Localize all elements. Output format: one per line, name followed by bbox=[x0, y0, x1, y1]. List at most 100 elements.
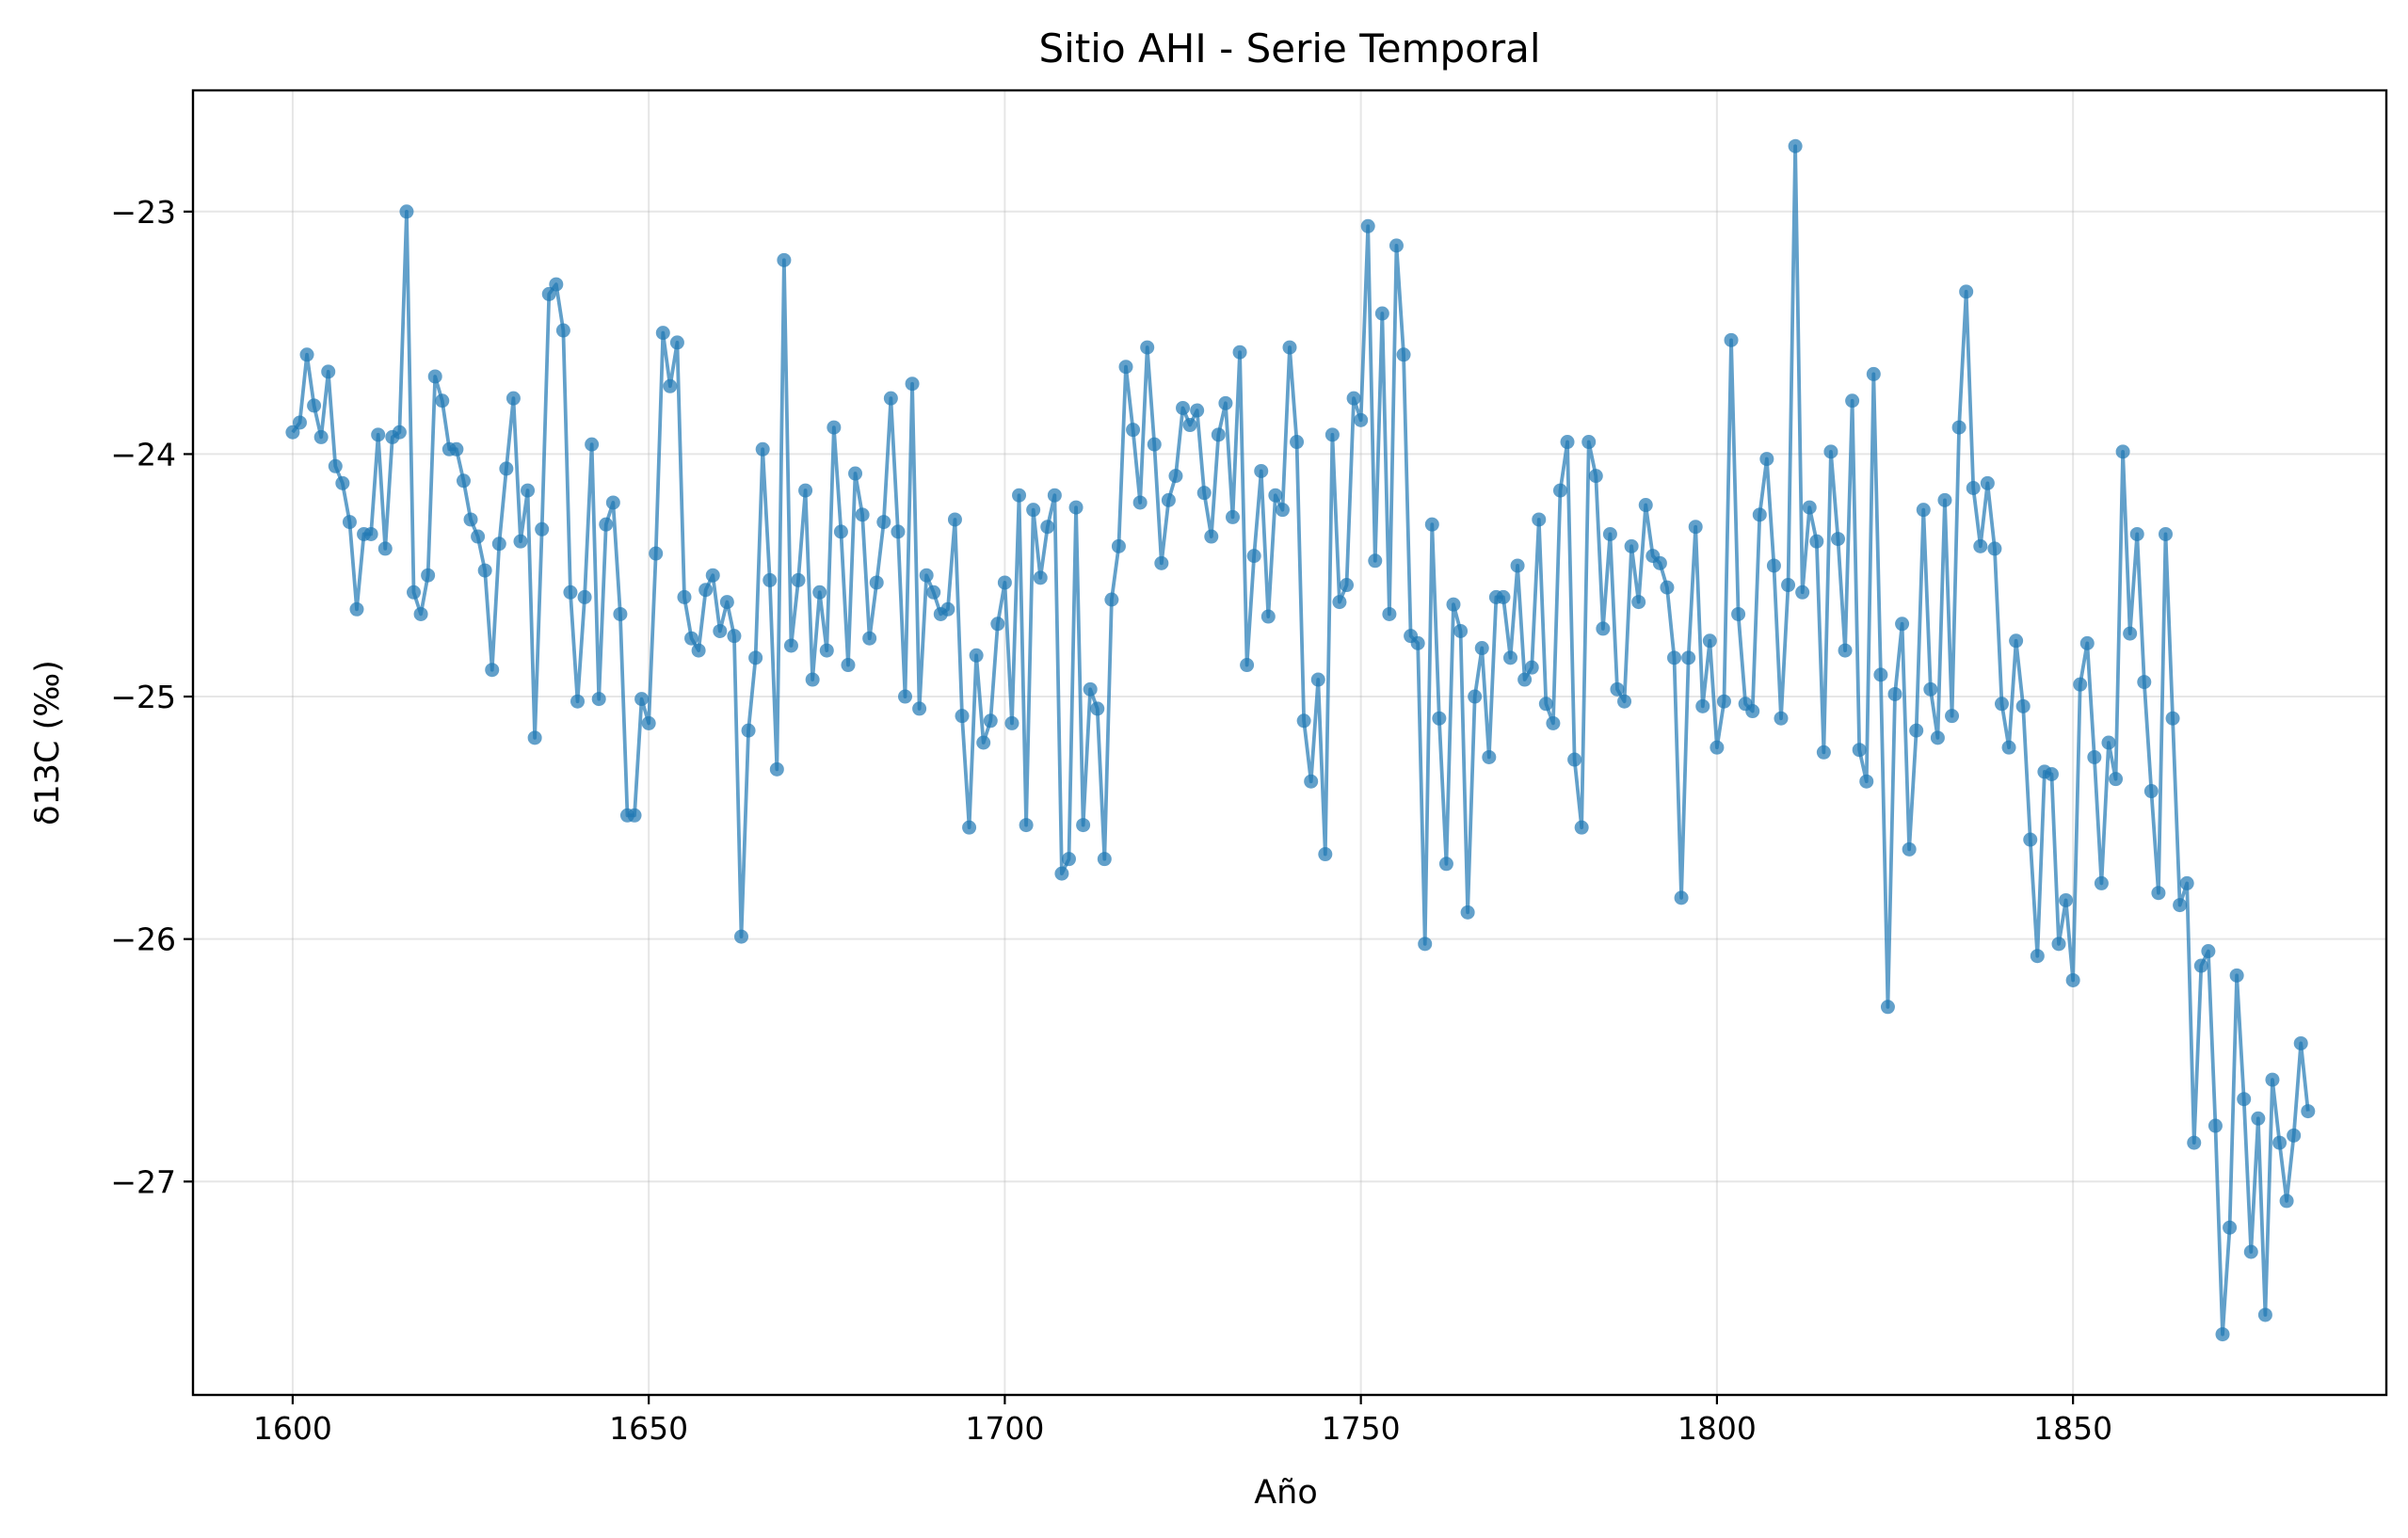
data-point bbox=[1695, 698, 1710, 713]
data-point bbox=[769, 761, 784, 777]
data-point bbox=[1845, 393, 1860, 409]
data-point bbox=[456, 473, 471, 489]
data-point bbox=[499, 461, 514, 476]
data-point bbox=[1788, 138, 1803, 153]
data-point bbox=[555, 323, 570, 338]
data-point bbox=[990, 617, 1005, 632]
data-point bbox=[641, 715, 656, 730]
data-point bbox=[1111, 538, 1126, 553]
y-tick-label: −23 bbox=[110, 194, 176, 231]
data-point bbox=[862, 631, 877, 646]
data-point bbox=[1182, 418, 1197, 433]
data-point bbox=[1766, 558, 1781, 573]
data-point bbox=[377, 541, 393, 556]
data-point bbox=[969, 648, 984, 663]
data-point bbox=[2079, 635, 2095, 650]
data-point bbox=[1026, 503, 1041, 518]
data-point bbox=[1517, 672, 1533, 687]
data-point bbox=[1759, 452, 1774, 467]
data-point bbox=[1132, 495, 1148, 510]
data-point bbox=[1296, 713, 1311, 729]
data-point bbox=[1638, 498, 1653, 513]
data-point bbox=[827, 420, 842, 435]
data-point bbox=[313, 429, 329, 444]
data-point bbox=[599, 517, 614, 532]
data-point bbox=[1951, 420, 1967, 435]
data-point bbox=[1225, 509, 1240, 524]
x-axis: 1600 1650 1700 1750 1800 1850 bbox=[253, 1395, 2112, 1447]
data-point bbox=[2129, 526, 2144, 541]
data-point bbox=[1895, 617, 1910, 632]
data-point bbox=[1196, 486, 1212, 501]
data-point bbox=[392, 425, 407, 440]
data-point bbox=[1581, 435, 1597, 450]
data-point bbox=[1453, 623, 1469, 638]
data-point bbox=[2023, 832, 2038, 847]
data-point bbox=[1047, 488, 1062, 503]
data-point bbox=[421, 568, 436, 583]
data-point bbox=[841, 658, 856, 673]
data-point bbox=[1546, 715, 1561, 730]
data-point bbox=[335, 475, 350, 490]
data-point bbox=[741, 723, 756, 738]
data-point bbox=[2094, 875, 2109, 890]
data-point bbox=[2243, 1244, 2258, 1259]
data-point bbox=[1873, 667, 1888, 682]
data-point bbox=[763, 572, 778, 587]
data-point bbox=[883, 391, 898, 406]
data-point bbox=[1809, 534, 1824, 549]
data-point bbox=[791, 572, 806, 587]
data-point bbox=[1816, 745, 1831, 760]
data-point bbox=[1446, 597, 1461, 612]
data-point bbox=[2137, 675, 2152, 690]
data-point bbox=[833, 524, 848, 539]
data-point bbox=[2207, 1118, 2223, 1133]
data-point bbox=[2044, 766, 2059, 781]
data-point bbox=[1083, 681, 1098, 697]
data-point bbox=[1916, 503, 1931, 518]
data-point bbox=[285, 425, 300, 440]
data-point bbox=[1396, 347, 1411, 362]
data-point bbox=[1937, 492, 1952, 507]
data-point bbox=[1410, 635, 1425, 650]
data-point bbox=[1168, 469, 1183, 484]
x-tick-label: 1650 bbox=[609, 1410, 688, 1447]
data-point bbox=[1246, 549, 1261, 564]
data-point bbox=[897, 689, 912, 704]
data-point bbox=[698, 583, 714, 598]
data-point bbox=[2009, 633, 2024, 649]
data-point bbox=[905, 376, 920, 392]
data-point bbox=[655, 326, 670, 341]
data-point bbox=[407, 585, 422, 600]
data-point bbox=[1667, 650, 1682, 665]
data-point bbox=[734, 929, 748, 944]
series-line bbox=[291, 144, 2310, 1337]
data-point bbox=[855, 507, 870, 522]
data-point bbox=[663, 378, 678, 393]
data-point bbox=[363, 526, 378, 541]
data-point bbox=[1973, 538, 1988, 553]
data-point bbox=[577, 589, 592, 604]
data-point bbox=[349, 601, 364, 617]
data-point bbox=[1360, 218, 1375, 233]
data-point bbox=[713, 623, 728, 638]
x-tick-label: 1600 bbox=[253, 1410, 332, 1447]
data-point bbox=[1438, 857, 1453, 872]
data-point bbox=[1126, 423, 1141, 438]
data-point bbox=[1930, 730, 1945, 745]
data-point bbox=[1774, 711, 1789, 726]
data-point bbox=[1909, 723, 1924, 738]
data-point bbox=[2059, 892, 2074, 907]
data-point bbox=[1054, 866, 1069, 881]
data-point bbox=[2001, 740, 2016, 755]
data-point bbox=[1340, 578, 1355, 593]
data-point bbox=[449, 441, 464, 457]
data-point bbox=[570, 694, 586, 709]
data-point bbox=[1332, 595, 1347, 610]
data-point bbox=[1923, 681, 1938, 697]
plot-frame bbox=[191, 88, 2388, 1397]
data-point bbox=[1061, 852, 1076, 867]
data-point bbox=[1019, 818, 1034, 833]
data-point bbox=[1190, 403, 1205, 418]
data-point bbox=[1374, 306, 1389, 321]
